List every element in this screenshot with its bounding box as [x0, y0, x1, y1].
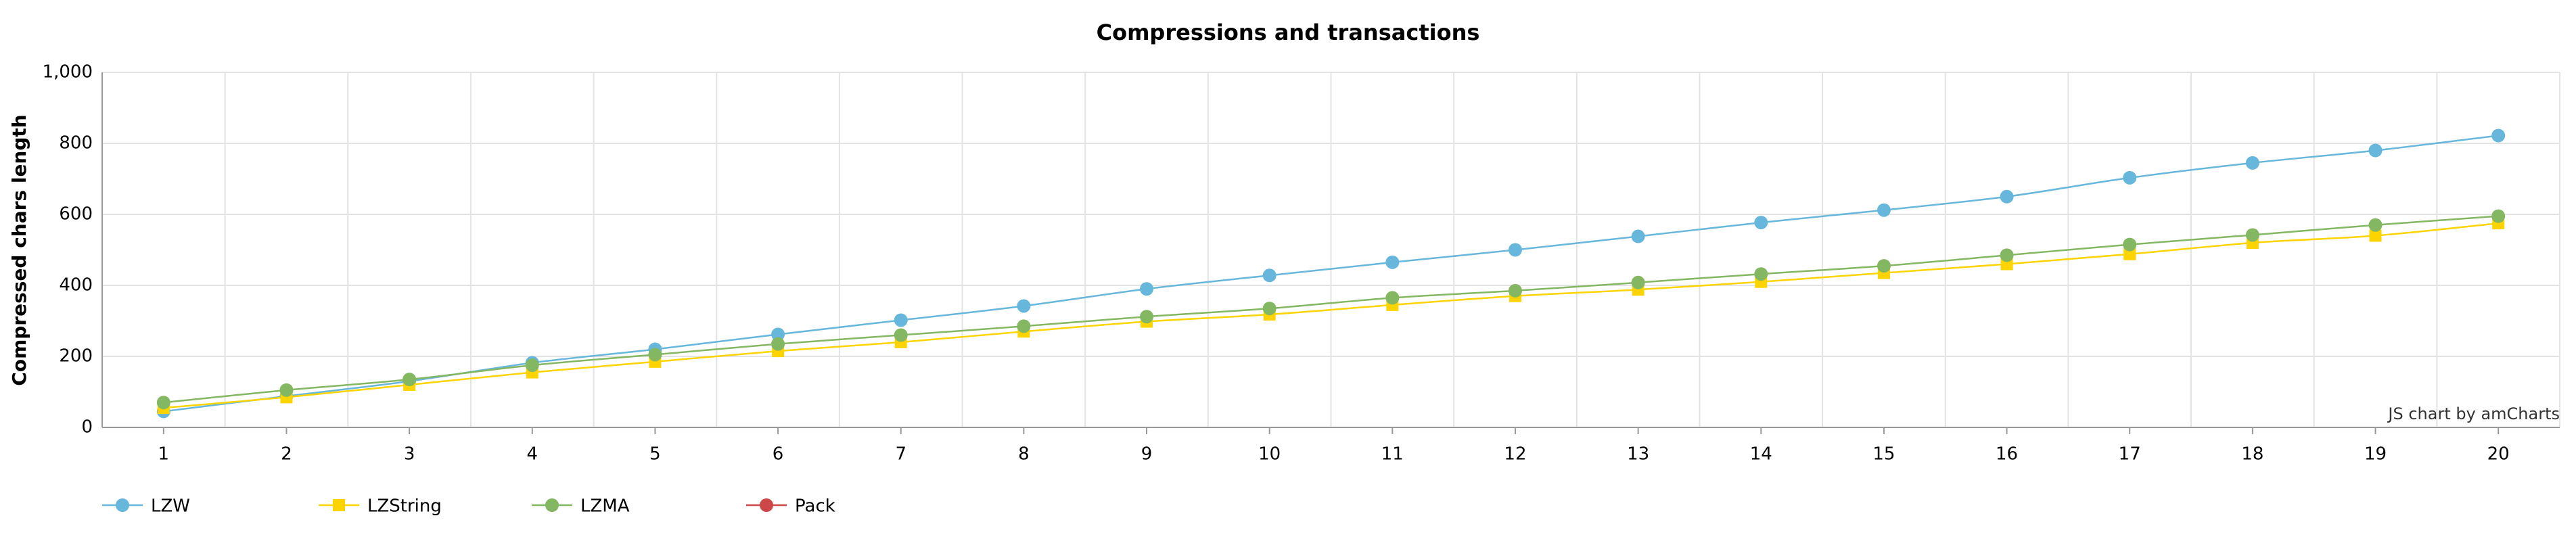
x-tick-label: 4 [527, 444, 538, 465]
x-tick-label: 5 [649, 444, 661, 465]
series-marker [2491, 209, 2506, 223]
series-marker [2368, 143, 2383, 158]
series-marker [1385, 255, 1400, 269]
x-tick-label: 1 [158, 444, 170, 465]
series-marker [2368, 218, 2383, 232]
x-tick-label: 8 [1018, 444, 1030, 465]
series-marker [771, 337, 785, 351]
x-tick-label: 11 [1381, 444, 1404, 465]
series-line [163, 135, 2499, 413]
series-marker [2491, 128, 2506, 143]
y-tick-label: 400 [59, 275, 93, 296]
legend-label: LZW [151, 496, 190, 517]
x-tick-label: 16 [1996, 444, 2018, 465]
series-marker [894, 328, 908, 342]
x-tick-label: 19 [2364, 444, 2387, 465]
series-marker [2000, 248, 2014, 262]
x-tick-label: 20 [2487, 444, 2510, 465]
x-tick-label: 14 [1750, 444, 1772, 465]
series-marker [1140, 282, 1154, 296]
chart-title: Compressions and transactions [1097, 20, 1480, 45]
series-marker [2123, 237, 2137, 252]
series-marker [894, 313, 908, 327]
series-marker [1877, 203, 1891, 217]
series-marker [2000, 189, 2014, 204]
legend-label: LZString [367, 496, 442, 517]
series-marker [648, 348, 662, 362]
x-tick-label: 7 [895, 444, 906, 465]
series-marker [1508, 243, 1522, 257]
x-tick-label: 10 [1258, 444, 1281, 465]
y-tick-label: 200 [59, 346, 93, 367]
series-marker [1631, 229, 1645, 243]
series-marker [1262, 268, 1276, 283]
series-marker [2369, 229, 2382, 242]
x-tick-label: 2 [281, 444, 292, 465]
series-marker [1140, 310, 1154, 324]
series-marker [2245, 228, 2259, 242]
legend-label: Pack [795, 496, 835, 517]
series-marker [1017, 299, 1031, 313]
x-tick-label: 9 [1141, 444, 1153, 465]
y-tick-label: 1,000 [43, 62, 93, 83]
series-marker [2123, 248, 2136, 260]
series-marker [2123, 170, 2137, 185]
x-tick-label: 3 [404, 444, 415, 465]
series-marker [1508, 283, 1522, 298]
x-tick-label: 15 [1872, 444, 1895, 465]
x-tick-label: 18 [2241, 444, 2263, 465]
y-tick-label: 600 [59, 204, 93, 225]
series-marker [402, 373, 417, 387]
series-marker [1754, 216, 1768, 230]
series-marker [279, 383, 294, 397]
y-tick-label: 0 [81, 417, 93, 438]
legend-marker [760, 498, 773, 512]
x-tick-label: 12 [1504, 444, 1526, 465]
y-tick-label: 800 [59, 133, 93, 154]
legend-marker [116, 498, 129, 512]
legend-marker [333, 499, 345, 511]
series-marker [771, 327, 785, 342]
legend-marker [545, 498, 559, 512]
series-marker [1262, 302, 1276, 316]
series-marker [525, 358, 539, 373]
series-marker [1631, 275, 1645, 289]
x-tick-label: 13 [1627, 444, 1649, 465]
credit: JS chart by amCharts [2387, 404, 2560, 423]
series-marker [1877, 259, 1891, 273]
series-marker [156, 396, 170, 410]
series-marker [1385, 291, 1400, 305]
series-line [163, 222, 2499, 409]
series-marker [1754, 267, 1768, 281]
series-line [163, 215, 2499, 404]
y-axis-label: Compressed chars length [8, 114, 30, 385]
series-marker [1017, 319, 1031, 333]
legend-label: LZMA [580, 496, 630, 517]
series-marker [2245, 156, 2259, 170]
x-tick-label: 6 [773, 444, 784, 465]
x-tick-label: 17 [2119, 444, 2141, 465]
